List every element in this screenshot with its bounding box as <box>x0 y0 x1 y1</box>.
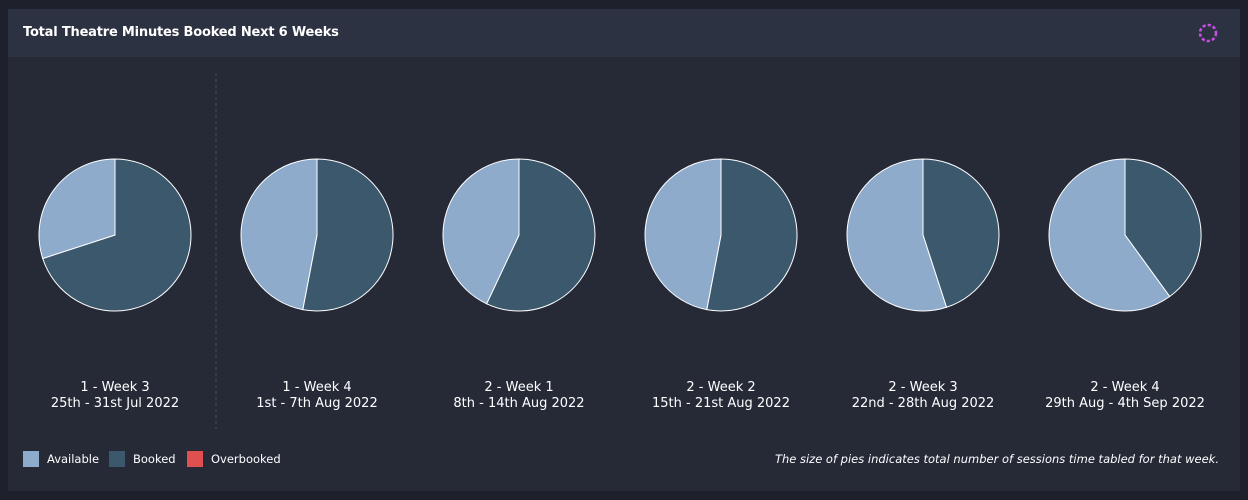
week-name: 1 - Week 3 <box>80 380 150 395</box>
week-dates: 8th - 14th Aug 2022 <box>453 396 585 411</box>
panel-title: Total Theatre Minutes Booked Next 6 Week… <box>23 25 339 40</box>
pie-slice-booked[interactable] <box>1124 158 1202 298</box>
pie-3[interactable] <box>442 158 596 312</box>
pie-slice-available[interactable] <box>38 158 116 260</box>
week-dates: 1st - 7th Aug 2022 <box>256 396 378 411</box>
pie-slice-booked[interactable] <box>302 158 394 312</box>
pie-chart-area <box>38 73 1202 429</box>
week-name: 2 - Week 4 <box>1090 380 1160 395</box>
pie-4[interactable] <box>644 158 798 312</box>
pie-slice-available[interactable] <box>240 158 318 311</box>
week-dates: 25th - 31st Jul 2022 <box>50 396 180 411</box>
chart-panel: Total Theatre Minutes Booked Next 6 Week… <box>8 9 1240 491</box>
panel-header: Total Theatre Minutes Booked Next 6 Week… <box>8 9 1240 57</box>
pie-label-2: 1 - Week 4 1st - 7th Aug 2022 <box>222 380 412 412</box>
pie-slice-booked[interactable] <box>922 158 1000 308</box>
week-name: 2 - Week 2 <box>686 380 756 395</box>
pie-1[interactable] <box>38 158 192 312</box>
pie-slice-available[interactable] <box>1048 158 1171 312</box>
pie-slice-available[interactable] <box>442 158 520 305</box>
pie-slice-booked[interactable] <box>706 158 798 312</box>
week-name: 1 - Week 4 <box>282 380 352 395</box>
legend-swatch-overbooked <box>187 451 203 467</box>
week-dates: 22nd - 28th Aug 2022 <box>851 396 995 411</box>
week-name: 2 - Week 3 <box>888 380 958 395</box>
legend-swatch-booked <box>109 451 125 467</box>
pie-slice-booked[interactable] <box>485 158 596 312</box>
pie-label-5: 2 - Week 3 22nd - 28th Aug 2022 <box>828 380 1018 412</box>
pie-2[interactable] <box>240 158 394 312</box>
week-name: 2 - Week 1 <box>484 380 554 395</box>
pie-label-1: 1 - Week 3 25th - 31st Jul 2022 <box>20 380 210 412</box>
pie-label-4: 2 - Week 2 15th - 21st Aug 2022 <box>626 380 816 412</box>
legend-label-overbooked: Overbooked <box>211 452 281 466</box>
pie-5[interactable] <box>846 158 1000 312</box>
pie-label-3: 2 - Week 1 8th - 14th Aug 2022 <box>424 380 614 412</box>
pie-6[interactable] <box>1048 158 1202 312</box>
week-dates: 15th - 21st Aug 2022 <box>652 396 790 411</box>
legend-label-available: Available <box>47 452 100 466</box>
week-dates: 29th Aug - 4th Sep 2022 <box>1045 396 1205 411</box>
pie-slice-available[interactable] <box>846 158 948 312</box>
chart-footnote: The size of pies indicates total number … <box>774 452 1219 466</box>
pie-label-6: 2 - Week 4 29th Aug - 4th Sep 2022 <box>1030 380 1220 412</box>
spinner-icon[interactable] <box>1197 22 1219 44</box>
pie-slice-booked[interactable] <box>42 158 192 312</box>
legend-swatch-available <box>23 451 39 467</box>
pie-slice-available[interactable] <box>644 158 722 311</box>
legend-label-booked: Booked <box>133 452 176 466</box>
